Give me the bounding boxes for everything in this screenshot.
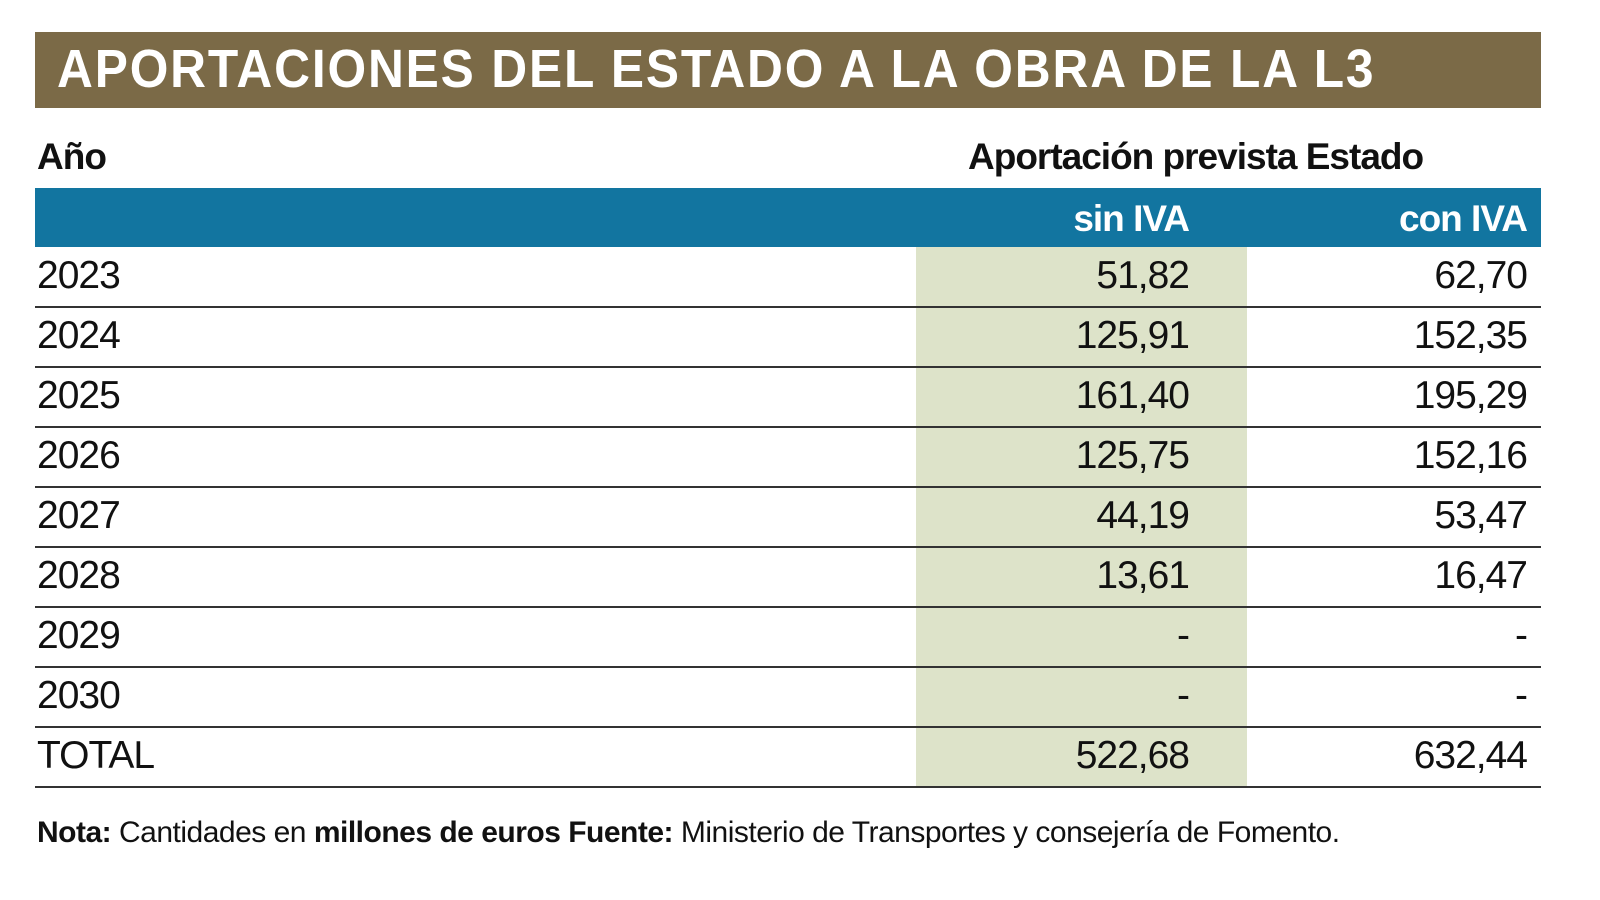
table-row: 2028 13,61 16,47	[35, 548, 1541, 608]
con-iva-cell: -	[1515, 614, 1528, 657]
table-row: 2030 - -	[35, 668, 1541, 728]
con-iva-cell: 152,16	[1413, 434, 1528, 477]
source-label: Fuente:	[560, 816, 674, 849]
table-row: 2027 44,19 53,47	[35, 488, 1541, 548]
sin-iva-cell: 44,19	[1096, 494, 1190, 537]
sin-iva-cell: -	[1177, 614, 1190, 657]
column-header-sin-iva: sin IVA	[1073, 198, 1190, 239]
highlight-column	[916, 247, 1247, 787]
sin-iva-cell: 51,82	[1096, 254, 1190, 297]
year-cell: 2028	[37, 554, 121, 597]
year-cell: 2030	[37, 674, 121, 717]
con-iva-cell: 152,35	[1413, 314, 1528, 357]
source-text: Ministerio de Transportes y consejería d…	[673, 816, 1340, 849]
table-row: TOTAL 522,68 632,44	[35, 728, 1541, 788]
table-row: 2023 51,82 62,70	[35, 248, 1541, 308]
con-iva-cell: 632,44	[1413, 734, 1528, 777]
table-title: APORTACIONES DEL ESTADO A LA OBRA DE LA …	[57, 39, 1376, 99]
group-column-header: Aportación prevista Estado	[968, 136, 1424, 177]
sin-iva-cell: 13,61	[1096, 554, 1190, 597]
con-iva-cell: 62,70	[1434, 254, 1528, 297]
note-label: Nota:	[37, 816, 112, 849]
year-cell: 2023	[37, 254, 121, 297]
title-bar: APORTACIONES DEL ESTADO A LA OBRA DE LA …	[35, 32, 1541, 108]
con-iva-cell: 195,29	[1413, 374, 1528, 417]
year-column-header: Año	[37, 136, 107, 177]
year-cell: 2026	[37, 434, 121, 477]
sin-iva-cell: 522,68	[1075, 734, 1190, 777]
year-cell: 2024	[37, 314, 121, 357]
con-iva-cell: 53,47	[1434, 494, 1528, 537]
sin-iva-cell: 125,91	[1075, 314, 1190, 357]
table-row: 2024 125,91 152,35	[35, 308, 1541, 368]
sin-iva-cell: -	[1177, 674, 1190, 717]
sin-iva-cell: 161,40	[1075, 374, 1190, 417]
con-iva-cell: -	[1515, 674, 1528, 717]
note-units: millones de euros	[313, 816, 561, 849]
sin-iva-cell: 125,75	[1075, 434, 1190, 477]
table-row: 2026 125,75 152,16	[35, 428, 1541, 488]
con-iva-cell: 16,47	[1434, 554, 1528, 597]
year-cell: 2029	[37, 614, 121, 657]
column-header-con-iva: con IVA	[1399, 198, 1528, 239]
year-cell: 2027	[37, 494, 121, 537]
table-row: 2025 161,40 195,29	[35, 368, 1541, 428]
year-cell: TOTAL	[37, 734, 155, 777]
note-text: Cantidades en	[111, 816, 314, 849]
footnote: Nota: Cantidades en millones de euros Fu…	[37, 816, 1340, 850]
year-cell: 2025	[37, 374, 121, 417]
table-row: 2029 - -	[35, 608, 1541, 668]
column-header-bar	[35, 188, 1541, 247]
